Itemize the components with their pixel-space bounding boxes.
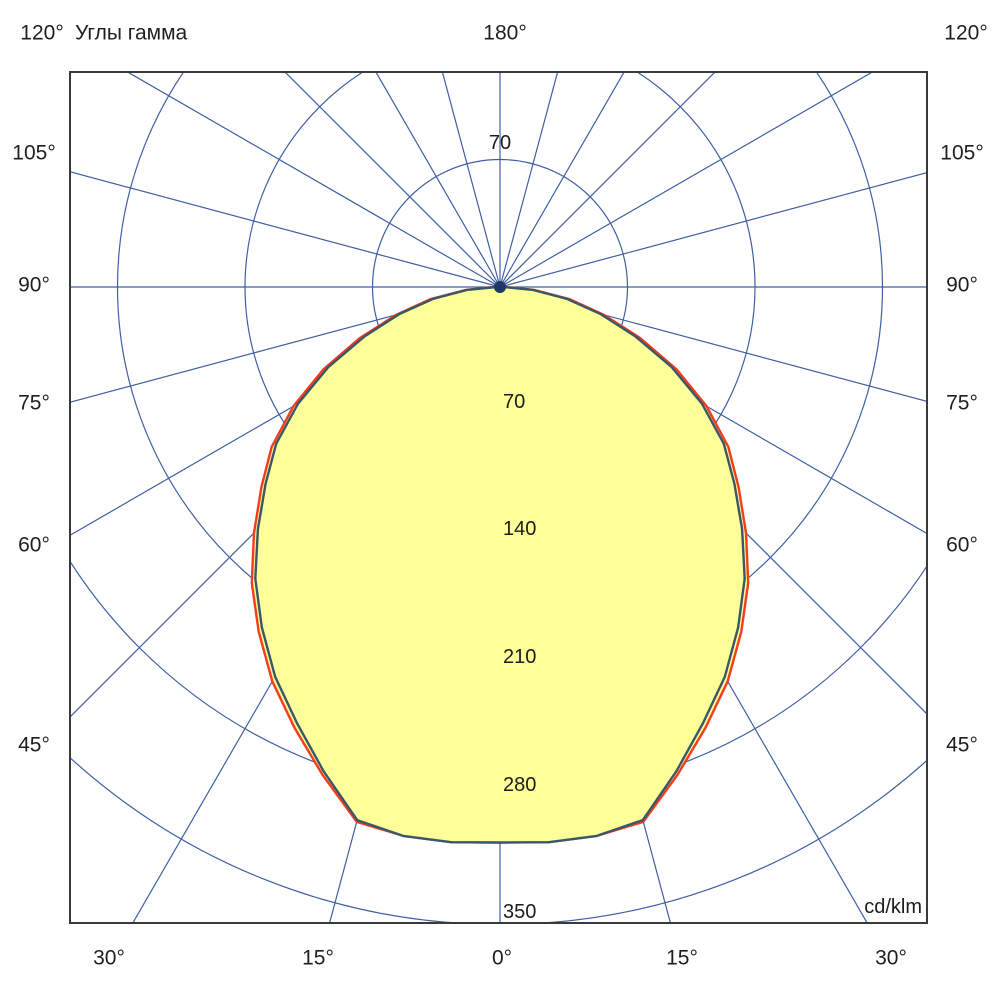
- angle-label-bottom-15r: 15°: [666, 946, 698, 970]
- radial-tick-140: 140: [503, 518, 537, 540]
- grid-spoke: [499, 72, 625, 288]
- grid-spoke: [499, 72, 559, 288]
- angle-label-left-105: 105°: [12, 141, 56, 165]
- angle-label-left-90: 90°: [18, 273, 50, 297]
- grid-spoke: [375, 72, 501, 288]
- unit-label: cd/klm: [864, 896, 922, 918]
- grid-spoke: [70, 171, 501, 288]
- grid-spoke: [70, 286, 501, 403]
- angle-label-top-right-120: 120°: [944, 21, 988, 45]
- angle-label-bottom-30r: 30°: [875, 946, 907, 970]
- angle-label-bottom-30l: 30°: [93, 946, 125, 970]
- radial-tick-210: 210: [503, 646, 537, 668]
- grid-spoke: [499, 286, 927, 403]
- angle-label-right-90: 90°: [946, 273, 978, 297]
- angle-label-right-45: 45°: [946, 733, 978, 757]
- grid-spoke: [441, 72, 501, 288]
- radial-tick-70: 70: [503, 391, 526, 413]
- angle-label-left-45: 45°: [18, 733, 50, 757]
- angle-label-left-75: 75°: [18, 391, 50, 415]
- pole-dot: [494, 281, 506, 293]
- angle-label-left-60: 60°: [18, 533, 50, 557]
- angle-label-bottom-0: 0°: [491, 946, 513, 970]
- angle-label-right-60: 60°: [946, 533, 978, 557]
- radial-tick-280: 280: [503, 774, 537, 796]
- intensity-curve-c0-c180: [254, 285, 746, 844]
- grid-spoke: [126, 72, 501, 288]
- plot-frame: [69, 71, 928, 924]
- chart-title: Углы гамма: [75, 21, 188, 45]
- radial-tick-70-top: 70: [488, 132, 512, 154]
- angle-label-right-105: 105°: [940, 141, 984, 165]
- grid-spoke: [499, 171, 927, 288]
- angle-label-top-center-180: 180°: [483, 21, 527, 45]
- grid-spoke: [499, 72, 716, 288]
- angle-label-right-75: 75°: [946, 391, 978, 415]
- radial-tick-350: 350: [503, 901, 537, 923]
- grid-spoke: [284, 72, 501, 288]
- grid-spoke: [499, 72, 874, 288]
- angle-label-bottom-15l: 15°: [302, 946, 334, 970]
- angle-label-top-left-120: 120°: [20, 21, 64, 45]
